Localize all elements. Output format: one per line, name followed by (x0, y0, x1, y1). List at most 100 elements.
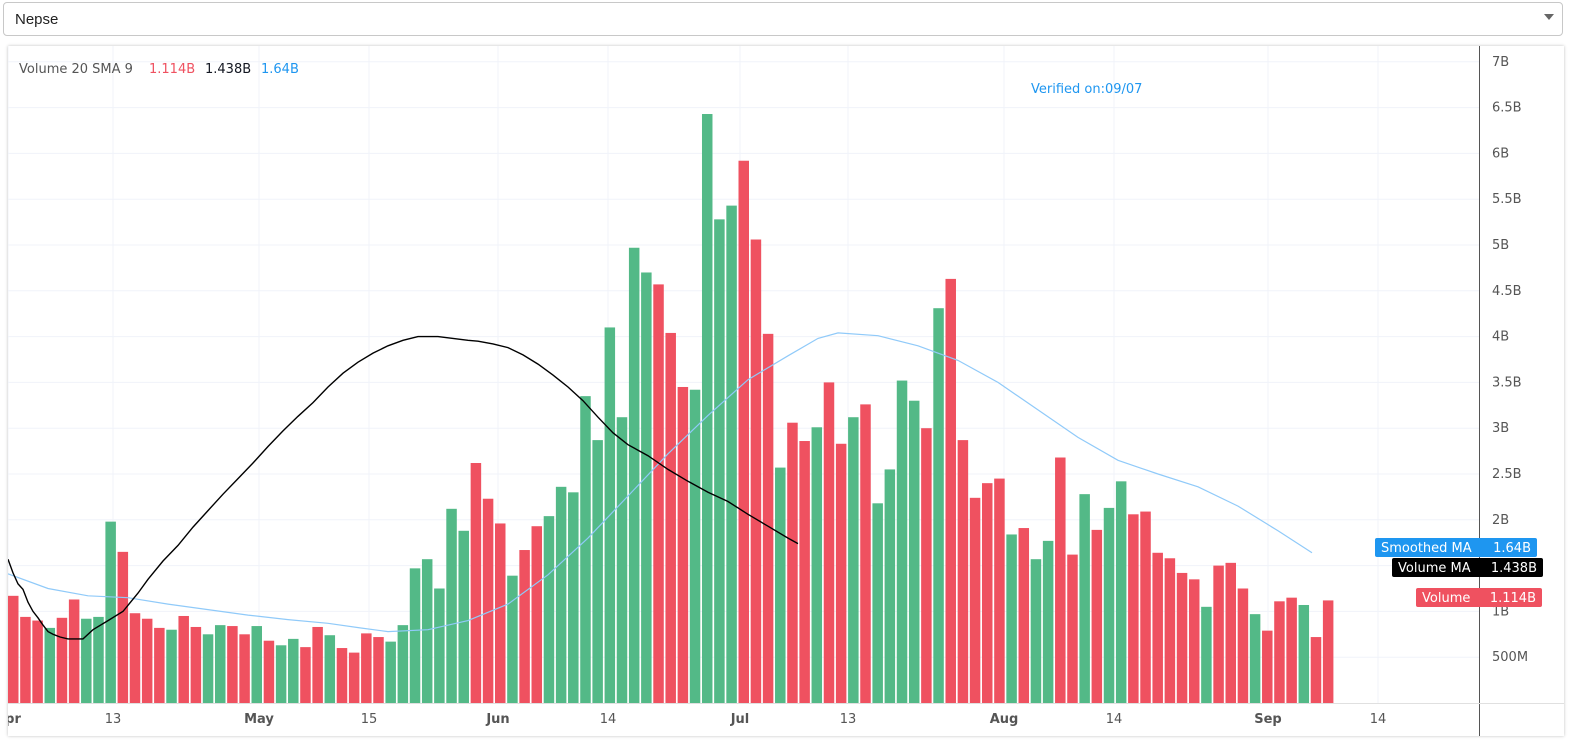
volume-bar (835, 443, 847, 703)
legend-volume-ma-value: 1.438B (205, 62, 251, 77)
badge-smoothed-ma-label: Smoothed MA (1381, 541, 1472, 556)
volume-bar (641, 272, 652, 703)
volume-bar (1140, 511, 1151, 703)
volume-bar (202, 634, 214, 703)
volume-bar (348, 652, 360, 703)
volume-bar (677, 386, 689, 703)
y-tick-label: 5B (1492, 238, 1509, 253)
volume-bar (239, 634, 250, 703)
volume-bar (20, 616, 31, 703)
volume-bar (628, 247, 640, 703)
volume-bar (214, 625, 226, 703)
volume-bar (1298, 604, 1310, 703)
volume-bar (884, 469, 896, 703)
volume-bar (714, 219, 725, 703)
volume-bar (324, 635, 336, 703)
volume-bar (1310, 637, 1322, 703)
x-tick-label: 13 (840, 712, 857, 727)
volume-bar (872, 503, 883, 703)
volume-bar (251, 626, 262, 703)
volume-bar (1030, 559, 1042, 703)
volume-bar (726, 205, 737, 704)
volume-bar (1079, 494, 1090, 703)
volume-bar (1322, 600, 1334, 703)
volume-bar (117, 551, 129, 703)
volume-bar (446, 508, 457, 703)
volume-chart-panel[interactable]: 500M1B1.5B2B2.5B3B3.5B4B4.5B5B5.5B6B6.5B… (0, 46, 1564, 736)
y-tick-label: 6B (1492, 146, 1509, 161)
volume-bar (799, 441, 810, 703)
y-tick-label: 4.5B (1492, 284, 1522, 299)
volume-bar (227, 626, 238, 703)
volume-bar (860, 404, 871, 703)
volume-bar (154, 627, 165, 703)
y-tick-label: 1B (1492, 604, 1509, 619)
volume-bar (1006, 534, 1017, 703)
volume-bar (1128, 514, 1139, 703)
volume-bar (701, 114, 713, 703)
x-tick-label: Jul (730, 712, 750, 727)
volume-bar (775, 467, 786, 703)
volume-bar (507, 575, 518, 703)
volume-chart[interactable]: 500M1B1.5B2B2.5B3B3.5B4B4.5B5B5.5B6B6.5B… (0, 46, 1564, 736)
volume-bar (519, 550, 530, 703)
y-tick-label: 4B (1492, 330, 1509, 345)
volume-bar (969, 497, 981, 703)
volume-bar (580, 396, 591, 703)
volume-bar (288, 638, 299, 703)
volume-bar (93, 616, 104, 703)
badge-volume-value: 1.114B (1490, 591, 1536, 606)
y-tick-label: 500M (1492, 650, 1528, 665)
smoothed-ma-line (7, 332, 1313, 633)
volume-bar (1237, 588, 1249, 703)
volume-bar (105, 521, 116, 703)
verified-label: Verified on:09/07 (1031, 82, 1142, 97)
volume-bar (592, 440, 603, 703)
volume-bar (933, 308, 944, 703)
volume-bar (1213, 565, 1224, 703)
volume-bar (982, 483, 993, 703)
price-axis[interactable]: 500M1B1.5B2B2.5B3B3.5B4B4.5B5B5.5B6B6.5B… (1492, 55, 1528, 665)
volume-bar (32, 620, 43, 703)
volume-bar (1201, 606, 1212, 703)
volume-bar (1262, 630, 1273, 703)
x-tick-label: May (244, 712, 274, 727)
volume-bar (787, 422, 798, 703)
volume-bar (1274, 601, 1285, 703)
volume-bar (762, 333, 774, 703)
volume-bar (896, 380, 908, 703)
volume-bar (1018, 528, 1030, 703)
volume-bar (1176, 572, 1188, 703)
volume-bar (190, 626, 202, 703)
chevron-down-icon[interactable] (1544, 14, 1554, 20)
legend-volume-value: 1.114B (149, 62, 195, 77)
symbol-select[interactable]: Nepse (3, 2, 1563, 36)
volume-bar (336, 648, 348, 703)
volume-bar (811, 427, 823, 703)
volume-bar (1115, 481, 1127, 703)
volume-bar (1091, 529, 1103, 703)
volume-bar (848, 417, 859, 703)
volume-ma-line (7, 335, 799, 640)
volume-bar (458, 530, 469, 703)
badge-smoothed-ma-bg (1375, 538, 1537, 557)
y-tick-label: 6.5B (1492, 101, 1522, 116)
x-tick-label: 14 (1370, 712, 1387, 727)
time-axis[interactable]: Apr 13 May 15 Jun 14 Jul 13 Aug 14 Sep 14 (0, 712, 1387, 727)
y-tick-label: 3B (1492, 421, 1509, 436)
volume-bar (921, 428, 932, 703)
volume-bar (665, 332, 676, 703)
axis-badges: Smoothed MA 1.64B Volume MA 1.438B Volume 1.1… (1375, 538, 1543, 607)
volume-bar (300, 647, 311, 703)
y-tick-label: 5.5B (1492, 192, 1522, 207)
volume-bar (1152, 552, 1163, 703)
legend-label: Volume 20 SMA 9 (19, 62, 133, 77)
x-tick-label: Jun (485, 712, 509, 727)
volume-bar (385, 641, 396, 703)
volume-bar (750, 239, 762, 703)
volume-bar (421, 559, 433, 703)
y-tick-label: 2B (1492, 513, 1509, 528)
y-tick-label: 3.5B (1492, 375, 1522, 390)
x-tick-label: Apr (8, 712, 21, 727)
volume-bar (312, 626, 323, 703)
